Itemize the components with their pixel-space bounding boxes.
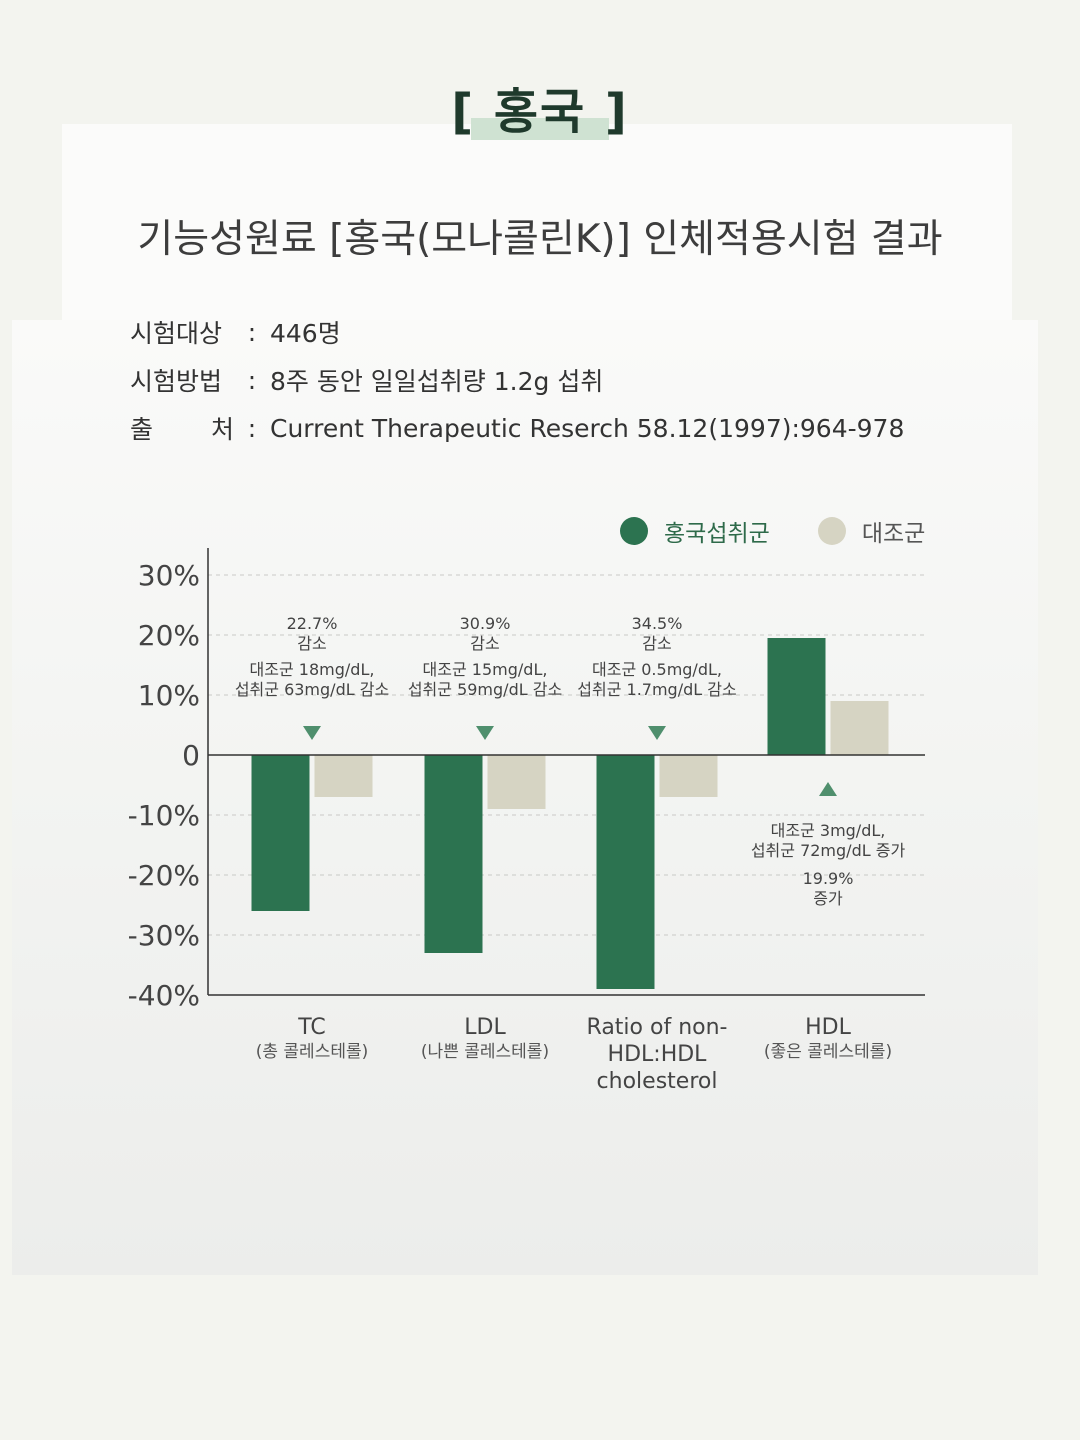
top-panel: [62, 124, 1012, 354]
x-category-label: Ratio of non-: [587, 1015, 728, 1040]
info-label-char: 처: [210, 415, 234, 444]
annotation-text: 섭취군 72mg/dL 증가: [751, 841, 906, 860]
legend-item-control: 대조군: [817, 514, 926, 548]
bar-treatment: [596, 755, 655, 989]
y-tick-label: -10%: [128, 799, 200, 832]
info-separator: :: [247, 413, 257, 443]
y-tick-label: -40%: [128, 979, 200, 1012]
bar-control: [659, 755, 718, 797]
annotation-text: 증가: [813, 889, 843, 908]
annotation-text: 섭취군 1.7mg/dL 감소: [577, 680, 736, 699]
info-label-char: 출: [130, 415, 154, 444]
bar-control: [487, 755, 546, 809]
annotation-text: 22.7%: [287, 614, 338, 633]
x-category-label: TC: [297, 1015, 326, 1040]
trial-info: 시험대상 : 446명 시험방법 : 8주 동안 일일섭취량 1.2g 섭취 출…: [130, 308, 904, 452]
header-title: [ 홍국 ]: [451, 84, 629, 140]
y-tick-label: 0: [182, 739, 200, 772]
annotation-text: 30.9%: [460, 614, 511, 633]
info-value: 446명: [270, 319, 341, 348]
y-tick-label: 10%: [138, 679, 200, 712]
info-label: 시험방법: [130, 367, 223, 396]
bar-control: [314, 755, 373, 797]
annotation-text: 감소: [642, 634, 671, 653]
annotation-text: 대조군 0.5mg/dL,: [592, 660, 722, 679]
header-highlight: [471, 118, 609, 140]
annotation-arrow-up: [819, 782, 837, 796]
y-tick-label: 30%: [138, 559, 200, 592]
bar-treatment: [424, 755, 483, 953]
info-value: Current Therapeutic Reserch 58.12(1997):…: [270, 413, 905, 443]
bar-control: [830, 701, 889, 755]
annotation-text: 34.5%: [632, 614, 683, 633]
x-category-sublabel: (총 콜레스테롤): [256, 1042, 369, 1062]
info-value: 8주 동안 일일섭취량 1.2g 섭취: [270, 367, 604, 396]
annotation-arrow-down: [303, 726, 321, 740]
x-category-label: HDL: [805, 1015, 851, 1040]
x-category-sublabel: (좋은 콜레스테롤): [764, 1042, 892, 1062]
annotation-text: 19.9%: [803, 869, 854, 888]
bar-treatment: [251, 755, 310, 911]
y-tick-label: 20%: [138, 619, 200, 652]
legend-swatch-control: [817, 517, 846, 545]
annotation-text: 대조군 15mg/dL,: [423, 660, 548, 679]
info-label: 시험대상: [130, 319, 223, 348]
x-category-sublabel: (나쁜 콜레스테롤): [421, 1042, 549, 1062]
chart-legend: 홍국섭취군 대조군: [620, 514, 925, 548]
annotation-text: 섭취군 63mg/dL 감소: [235, 680, 389, 699]
legend-item-treatment: 홍국섭취군: [620, 514, 770, 548]
annotation-text: 대조군 18mg/dL,: [250, 660, 375, 679]
info-row-method: 시험방법 : 8주 동안 일일섭취량 1.2g 섭취: [130, 356, 904, 404]
info-separator: :: [247, 317, 257, 347]
y-tick-label: -20%: [128, 859, 200, 892]
y-tick-label: -30%: [128, 919, 200, 952]
info-separator: :: [247, 365, 257, 395]
annotation-text: 감소: [470, 634, 499, 653]
x-category-label: LDL: [464, 1015, 506, 1040]
legend-label-treatment: 홍국섭취군: [664, 521, 770, 547]
page-title: 기능성원료 [홍국(모나콜린K)] 인체적용시험 결과: [137, 217, 943, 262]
legend-label-control: 대조군: [861, 521, 926, 547]
header: [ 홍국 ]: [0, 72, 1080, 142]
annotation-text: 섭취군 59mg/dL 감소: [408, 680, 562, 699]
legend-swatch-treatment: [620, 517, 648, 545]
annotation-arrow-down: [648, 726, 666, 740]
x-category-label: HDL:HDL: [608, 1042, 708, 1067]
annotation-arrow-down: [476, 726, 494, 740]
x-category-label: cholesterol: [597, 1069, 718, 1094]
annotation-text: 감소: [297, 634, 326, 653]
bar-treatment: [767, 638, 826, 755]
annotation-text: 대조군 3mg/dL,: [771, 821, 886, 840]
info-row-subjects: 시험대상 : 446명: [130, 308, 904, 356]
